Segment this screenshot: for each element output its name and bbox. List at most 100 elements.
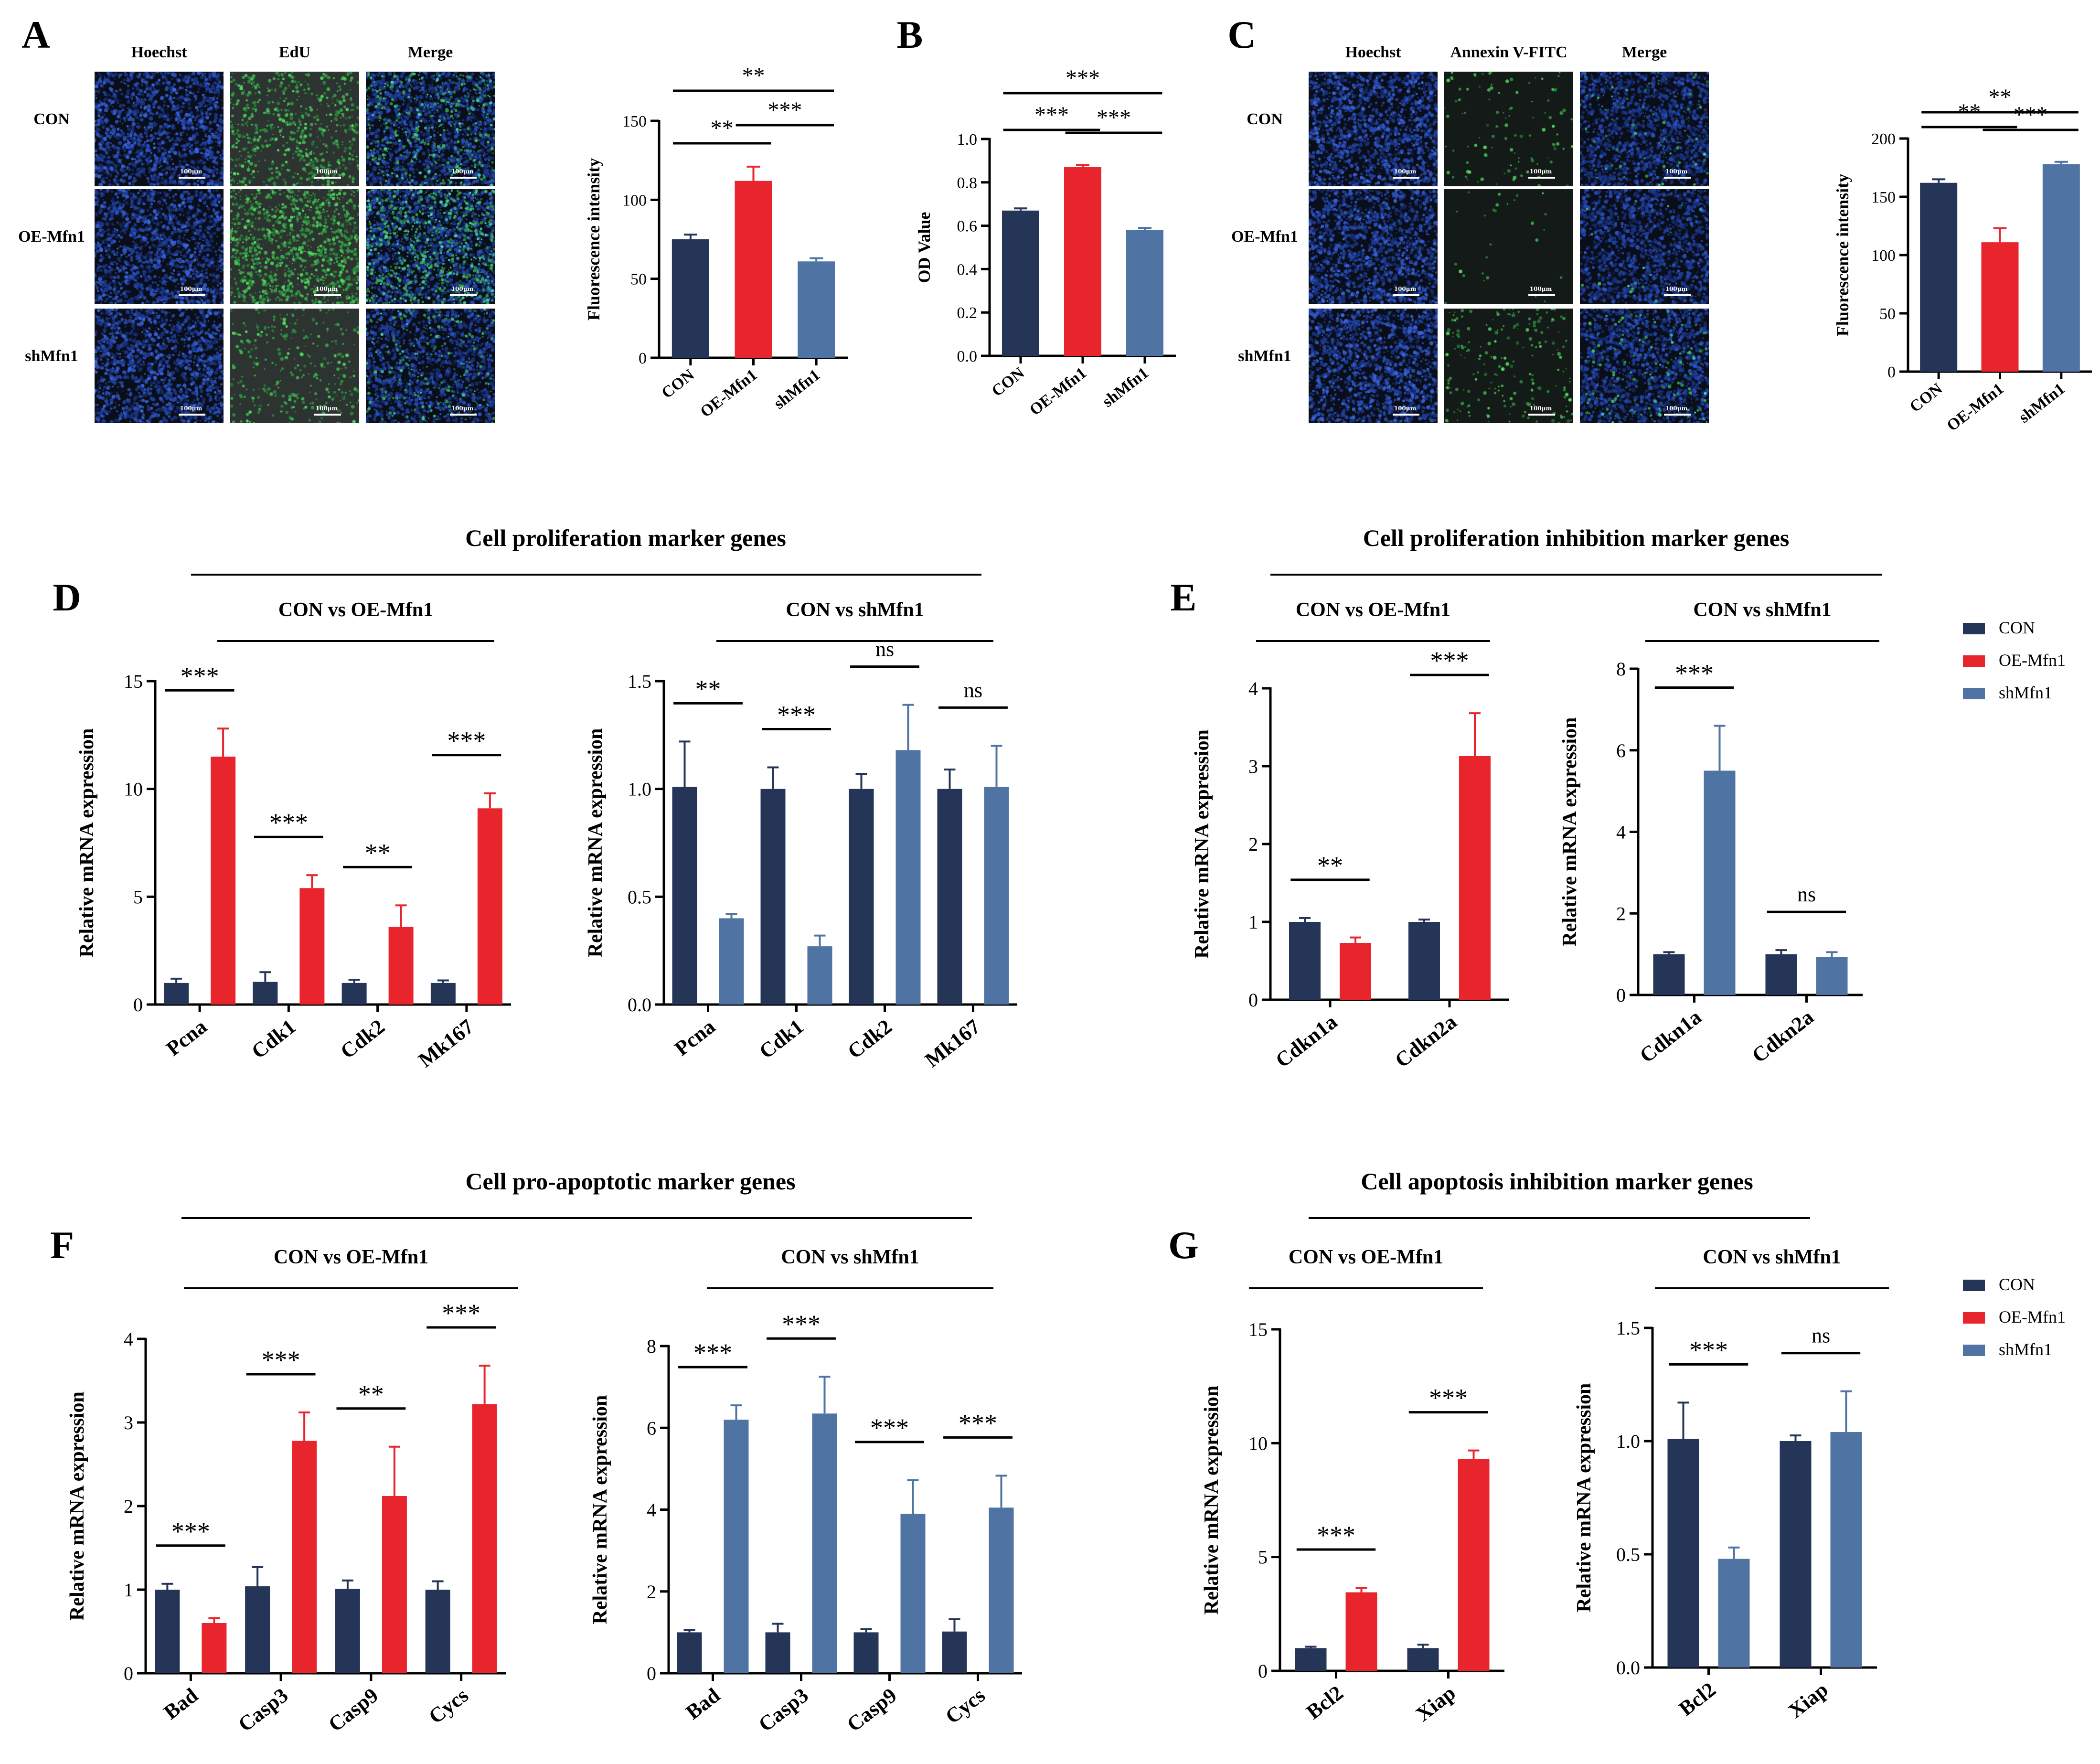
y-axis-label: Relative mRNA expression <box>1201 1386 1223 1615</box>
significance-label: *** <box>269 808 308 837</box>
micrograph <box>1309 189 1438 304</box>
micrograph-hoechst: 100μm <box>1309 72 1438 186</box>
bar-con <box>1295 1648 1327 1671</box>
micrograph <box>230 189 359 304</box>
significance-label: *** <box>1429 1384 1468 1412</box>
scale-bar <box>1664 177 1691 179</box>
scale-label: 100μm <box>1394 168 1417 175</box>
panel-letter-f: F <box>50 1223 74 1267</box>
x-tick-label: shMfn1 <box>770 366 823 413</box>
chart-D2: 0.00.51.01.5Pcna**Cdk1***Cdk2nsMk167nsRe… <box>585 599 1017 1072</box>
significance-label: ** <box>365 838 391 867</box>
legend-swatch-de <box>1963 623 1985 634</box>
bar-oe-mfn1 <box>477 808 502 1005</box>
x-tick-label: shMfn1 <box>2015 380 2068 427</box>
x-tick-label: CON <box>989 364 1028 400</box>
micrograph <box>1580 72 1709 186</box>
panel-letter-b: B <box>897 13 923 56</box>
chart-D1: 0 5 10 15 Pcna *** Cdk1 *** Cdk2 ** Mk167 *** Relati… <box>76 599 511 1072</box>
channel-header: Hoechst <box>131 43 187 61</box>
y-tick-label: 0 <box>1248 989 1258 1011</box>
scale-label: 100μm <box>315 405 338 412</box>
significance-label: *** <box>2014 102 2048 128</box>
chart-subtitle: CON vs shMfn1 <box>1693 599 1831 621</box>
bar-shmfn1 <box>984 787 1009 1005</box>
y-tick-label: 0.5 <box>628 886 651 908</box>
y-tick-label: 0.2 <box>957 304 978 322</box>
bar-con <box>430 983 456 1005</box>
scale-label: 100μm <box>1394 286 1417 292</box>
bar-con <box>253 982 278 1005</box>
panel-letter-a: A <box>21 13 50 56</box>
row-label: OE-Mfn1 <box>1231 228 1298 246</box>
y-tick-label: 50 <box>630 271 647 289</box>
bar-con <box>1765 954 1797 995</box>
x-tick-label: Bad <box>160 1683 203 1724</box>
y-axis-label: Relative mRNA expression <box>1573 1383 1595 1613</box>
bar-con <box>760 789 786 1005</box>
scale-bar <box>1664 414 1691 416</box>
micrograph <box>1580 309 1709 423</box>
x-tick-label: Casp9 <box>324 1683 383 1736</box>
channel-header: Merge <box>1622 43 1667 61</box>
bar-con <box>1408 922 1440 1000</box>
bar-shmfn1 <box>807 946 832 1005</box>
micrograph <box>230 309 359 423</box>
micrograph <box>1580 189 1709 304</box>
section-title: Cell proliferation inhibition marker gen… <box>1363 524 1790 551</box>
channel-header: EdU <box>279 43 310 61</box>
significance-label: *** <box>768 97 802 123</box>
y-tick-label: 150 <box>1871 189 1896 206</box>
y-axis-label: Relative mRNA expression <box>1191 729 1213 959</box>
scale-label: 100μm <box>315 168 338 175</box>
chart-subtitle: CON vs OE-Mfn1 <box>278 599 433 621</box>
y-tick-label: 4 <box>124 1328 133 1350</box>
micrograph-stain: 100μm <box>230 309 359 423</box>
bar-shmfn1 <box>900 1514 926 1673</box>
significance-label: *** <box>1097 105 1131 130</box>
section-title: Cell pro-apoptotic marker genes <box>465 1168 795 1195</box>
bar-oe-mfn1 <box>1345 1592 1377 1671</box>
micrograph-merge: 100μm <box>1580 72 1709 186</box>
micrograph-merge: 100μm <box>366 189 495 304</box>
chart-subtitle: CON vs OE-Mfn1 <box>1289 1246 1443 1268</box>
scale-bar <box>450 414 477 416</box>
y-tick-label: 0 <box>1887 363 1896 381</box>
y-axis-label: Relative mRNA expression <box>585 728 607 958</box>
chart-subtitle: CON vs shMfn1 <box>1703 1246 1841 1268</box>
micrograph <box>366 189 495 304</box>
scale-bar <box>1528 294 1555 296</box>
micrograph-merge: 100μm <box>366 309 495 423</box>
micrograph-hoechst: 100μm <box>95 189 224 304</box>
y-tick-label: 2 <box>124 1496 133 1517</box>
micrograph-stain: 100μm <box>1444 309 1573 423</box>
y-tick-label: 0 <box>647 1663 656 1684</box>
x-tick-label: Cdkn2a <box>1748 1005 1818 1067</box>
chart-E1: 0 1 2 3 4 Cdkn1a ** Cdkn2a *** Relative mRNA expr… <box>1191 599 1509 1072</box>
bar-con <box>245 1586 270 1673</box>
y-tick-label: 1.0 <box>957 131 978 149</box>
micrograph <box>1444 309 1573 423</box>
x-tick-label: Cdk2 <box>336 1015 389 1063</box>
micrograph-stain: 100μm <box>1444 72 1573 186</box>
y-tick-label: 1.5 <box>628 671 651 692</box>
y-tick-label: 15 <box>1248 1319 1268 1340</box>
significance-label: *** <box>1430 646 1469 675</box>
y-tick-label: 150 <box>622 113 647 130</box>
x-tick-label: OE-Mfn1 <box>697 366 760 421</box>
x-tick-label: Cdkn2a <box>1390 1010 1461 1072</box>
bar <box>1002 210 1039 356</box>
bar-oe-mfn1 <box>1458 1459 1490 1671</box>
x-tick-label: OE-Mfn1 <box>1943 380 2007 435</box>
significance-label: *** <box>1066 65 1100 91</box>
x-tick-label: Mk167 <box>414 1015 478 1072</box>
bar-shmfn1 <box>1816 957 1848 995</box>
y-tick-label: 1.0 <box>1616 1431 1640 1452</box>
bar-con <box>425 1590 450 1673</box>
significance-label: *** <box>1675 659 1714 688</box>
y-tick-label: 5 <box>133 886 143 908</box>
significance-label: ** <box>1989 85 2012 110</box>
scale-label: 100μm <box>1529 286 1552 292</box>
